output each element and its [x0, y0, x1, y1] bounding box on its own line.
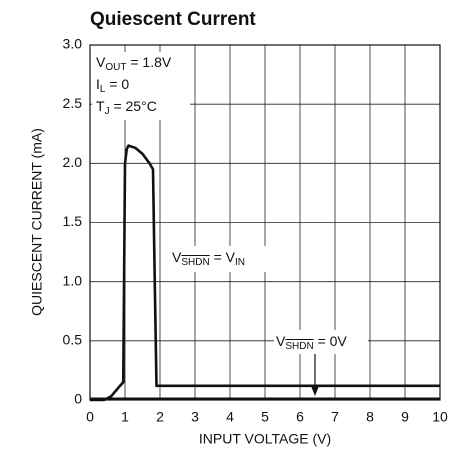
x-tick-label: 1: [121, 409, 129, 425]
y-tick-label: 0: [74, 391, 82, 407]
x-tick-label: 3: [191, 409, 199, 425]
x-tick-label: 10: [432, 409, 448, 425]
y-tick-label: 2.5: [63, 95, 83, 111]
x-tick-label: 4: [226, 409, 234, 425]
y-tick-label: 0.5: [63, 332, 83, 348]
x-tick-label: 8: [366, 409, 374, 425]
x-tick-label: 9: [401, 409, 409, 425]
y-tick-label: 2.0: [63, 154, 83, 170]
y-tick-label: 1.0: [63, 272, 83, 288]
y-axis-label: QUIESCENT CURRENT (mA): [29, 128, 45, 316]
y-tick-label: 3.0: [63, 36, 83, 52]
chart-title: Quiescent Current: [90, 9, 256, 30]
annotation: VSHDN = 0V: [276, 333, 347, 352]
x-tick-label: 0: [86, 409, 94, 425]
annotation: VSHDN = VIN: [172, 249, 245, 268]
conditions-box: [92, 52, 190, 120]
annotation-box: [274, 330, 368, 354]
condition: VOUT = 1.8V: [96, 54, 172, 73]
arrow-head: [311, 386, 319, 396]
annotation-box: [170, 246, 280, 272]
condition: IL = 0: [96, 76, 129, 95]
x-tick-label: 5: [261, 409, 269, 425]
x-tick-label: 2: [156, 409, 164, 425]
x-tick-label: 6: [296, 409, 304, 425]
x-axis-label: INPUT VOLTAGE (V): [199, 431, 331, 447]
x-tick-label: 7: [331, 409, 339, 425]
y-tick-label: 1.5: [63, 213, 83, 229]
series-line: [90, 144, 440, 402]
condition: TJ = 25°C: [96, 98, 157, 117]
